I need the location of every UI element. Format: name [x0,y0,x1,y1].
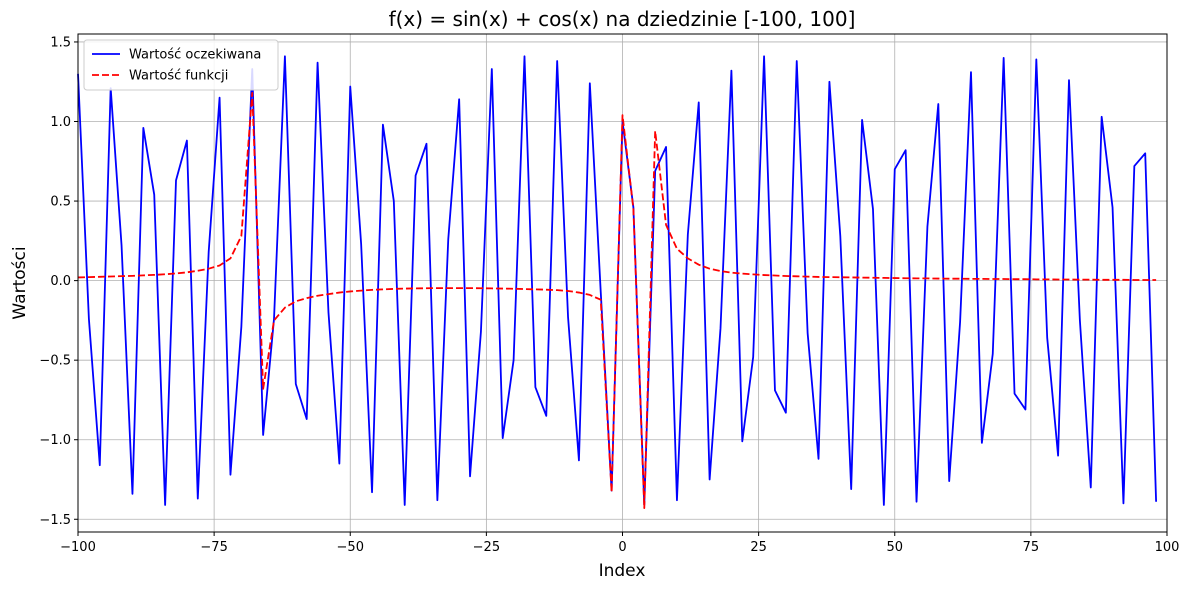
y-tick-label: 0.0 [50,274,71,289]
x-tick-label: 50 [886,540,903,555]
x-tick-label: 75 [1023,540,1040,555]
grid-lines [77,34,1168,532]
legend: Wartość oczekiwana Wartość funkcji [83,39,279,91]
y-tick-label: 1.0 [50,115,71,130]
legend-box [83,39,279,91]
x-tick-label: −100 [60,540,96,555]
series-lines [77,55,1158,510]
y-tick-label: −0.5 [39,354,71,369]
x-tick-label: −25 [473,540,500,555]
series-line-2 [77,91,1157,510]
x-axis-label: Index [599,561,646,581]
y-tick-label: 1.5 [50,35,71,50]
y-tick-label: 0.5 [50,195,71,210]
y-tick-label: −1.0 [39,433,71,448]
axis-ticks: −100 −75 −50 −25 0 25 50 75 100 −1.5 −1.0 −0.5 0.0 0.… [39,35,1179,555]
legend-label: Wartość funkcji [129,69,228,84]
y-axis-label: Wartości [10,246,30,319]
y-tick-label: −1.5 [39,513,71,528]
x-tick-label: −75 [200,540,227,555]
x-tick-label: 0 [618,540,626,555]
x-tick-label: 25 [750,540,767,555]
x-tick-label: −50 [337,540,364,555]
x-tick-label: 100 [1155,540,1180,555]
chart-title: f(x) = sin(x) + cos(x) na dziedzinie [-1… [389,7,856,31]
legend-label: Wartość oczekiwana [129,48,261,63]
